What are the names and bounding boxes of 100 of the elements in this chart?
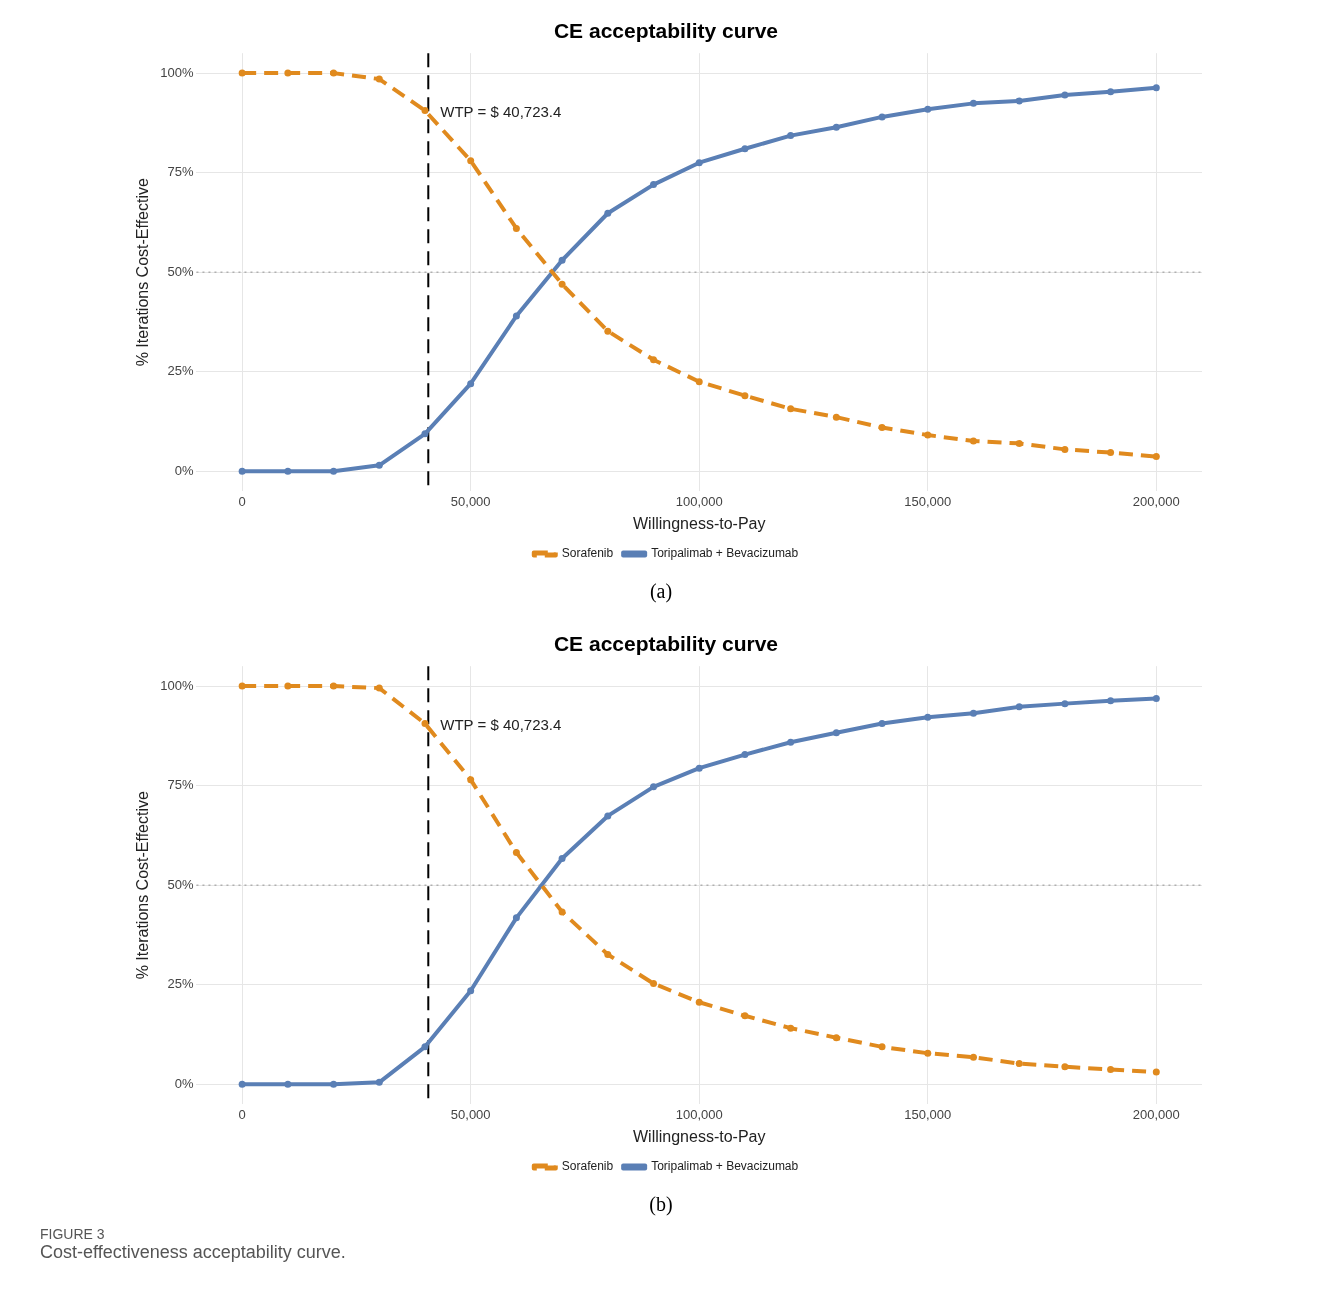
point [467,776,475,784]
point [1107,1066,1115,1074]
legend-label: Sorafenib [561,1159,614,1174]
point [375,1078,383,1086]
point [924,105,932,113]
point [1152,1068,1160,1076]
point [558,280,566,288]
point [330,467,338,475]
point [512,312,520,320]
point [375,75,383,83]
point [650,356,658,364]
point [330,1080,338,1088]
text: Cost-effectiveness acceptability curve. [40,1242,347,1263]
point [512,914,520,922]
point [558,908,566,916]
point [604,209,612,217]
x-axis-title: Willingness-to-Pay [632,514,766,532]
point [878,1043,886,1051]
y-tick-label: 50% [167,876,194,892]
point [695,764,703,772]
point [1015,1060,1023,1068]
text: (b) [648,1193,674,1216]
point [832,729,840,737]
point [604,812,612,820]
point [1015,439,1023,447]
y-tick-label: 25% [167,976,194,992]
point [238,69,246,77]
point [604,950,612,958]
point [375,684,383,692]
point [284,682,292,690]
y-tick-label: 100% [160,64,194,80]
point [330,682,338,690]
point [695,159,703,167]
point [924,431,932,439]
point [1061,1063,1069,1071]
x-tick-label: 200,000 [1132,493,1180,509]
x-axis-title: Willingness-to-Pay [632,1127,766,1145]
point [741,145,749,153]
point [1152,694,1160,702]
text: (a) [648,580,674,603]
point [604,327,612,335]
point [421,720,429,728]
point [787,132,795,140]
ref-line-label: WTP = $ 40,723.4 [440,103,562,121]
point [969,99,977,107]
point [1107,697,1115,705]
x-tick-label: 0 [238,493,246,509]
point [787,405,795,413]
y-axis-title: % Iterations Cost-Effective [134,177,152,367]
chart-title: CE acceptability curve [553,632,779,656]
y-tick-label: 0% [174,462,194,478]
point [878,423,886,431]
y-tick-label: 25% [167,363,194,379]
legend-label: Sorafenib [561,546,614,561]
point [512,849,520,857]
point [284,69,292,77]
point [969,1053,977,1061]
y-tick-label: 100% [160,677,194,693]
point [238,467,246,475]
caption: FIGURE 3 [40,1226,106,1242]
point [1152,84,1160,92]
point [650,980,658,988]
point [421,107,429,115]
point [787,738,795,746]
point [238,1080,246,1088]
point [787,1024,795,1032]
point [1015,97,1023,105]
point [1107,88,1115,96]
point [969,709,977,717]
point [421,1043,429,1051]
point [238,682,246,690]
x-tick-label: 100,000 [675,1106,723,1122]
point [512,224,520,232]
point [1061,91,1069,99]
y-tick-label: 75% [167,777,194,793]
x-tick-label: 200,000 [1132,1106,1180,1122]
point [924,713,932,721]
point [832,123,840,131]
point [284,467,292,475]
point [832,413,840,421]
point [1061,700,1069,708]
x-tick-label: 50,000 [450,1106,491,1122]
point [1061,445,1069,453]
point [375,461,383,469]
point [878,113,886,121]
point [832,1034,840,1042]
x-tick-label: 50,000 [450,493,491,509]
legend-label: Toripalimab + Bevacizumab [651,1159,799,1174]
point [650,181,658,189]
ref-line-label: WTP = $ 40,723.4 [440,716,562,734]
y-tick-label: 0% [174,1075,194,1091]
point [558,855,566,863]
point [467,987,475,995]
point [1015,703,1023,711]
y-tick-label: 50% [167,263,194,279]
point [741,1012,749,1020]
point [467,157,475,165]
x-tick-label: 100,000 [675,493,723,509]
point [1107,449,1115,457]
point [558,256,566,264]
